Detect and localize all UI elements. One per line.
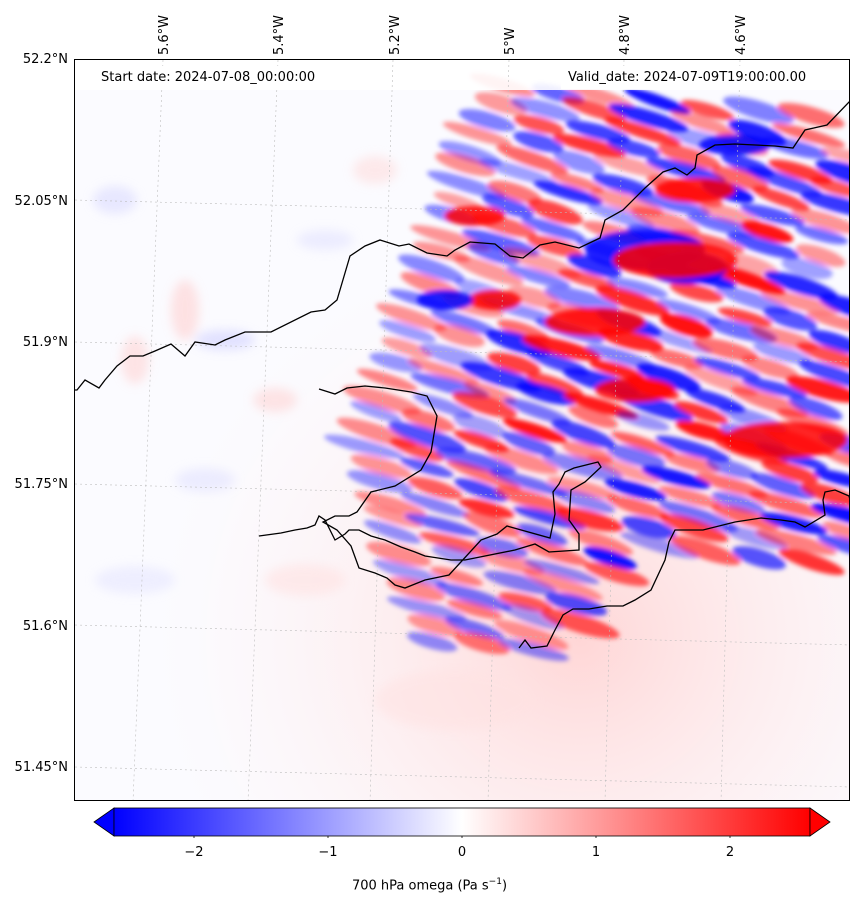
colorbar-label: 700 hPa omega (Pa s−1)	[0, 877, 859, 893]
lat-label-51.75N: 51.75°N	[14, 477, 68, 492]
colorbar-min-extension	[93, 807, 115, 837]
lat-label-51.9N: 51.9°N	[22, 335, 68, 350]
lat-label-51.6N: 51.6°N	[22, 619, 68, 634]
colorbar-gradient	[113, 807, 811, 837]
colorbar-tick: −2	[184, 845, 204, 860]
omega-field-map	[75, 60, 849, 800]
lon-label-4.8W: 4.8°W	[618, 14, 633, 55]
lon-label-5W: 5°W	[503, 27, 518, 55]
lat-label-51.45N: 51.45°N	[14, 760, 68, 775]
map-panel	[74, 59, 850, 801]
coastline	[75, 101, 849, 391]
colorbar-label-exponent: −1	[488, 877, 502, 887]
coastline-east	[518, 489, 849, 649]
lon-label-5.6W: 5.6°W	[157, 14, 172, 55]
colorbar-label-text: 700 hPa omega (Pa s	[351, 878, 489, 894]
colorbar-tick: 0	[457, 845, 467, 860]
colorbar-tick: −1	[318, 845, 338, 860]
valid-date-label: Valid_date: 2024-07-09T19:00:00.00	[561, 66, 814, 89]
lon-label-4.6W: 4.6°W	[734, 14, 749, 55]
start-date-label: Start date: 2024-07-08_00:00:00	[94, 66, 323, 89]
colorbar-tick: 2	[725, 845, 735, 860]
lon-label-5.2W: 5.2°W	[388, 14, 403, 55]
lat-label-52.05N: 52.05°N	[14, 194, 68, 209]
colorbar-tick: 1	[591, 845, 601, 860]
coastline-south	[258, 385, 602, 589]
lat-label-52.2N: 52.2°N	[22, 52, 68, 67]
colorbar	[93, 807, 831, 838]
lon-label-5.4W: 5.4°W	[272, 14, 287, 55]
colorbar-max-extension	[809, 807, 831, 837]
colorbar-label-close: )	[501, 878, 508, 894]
